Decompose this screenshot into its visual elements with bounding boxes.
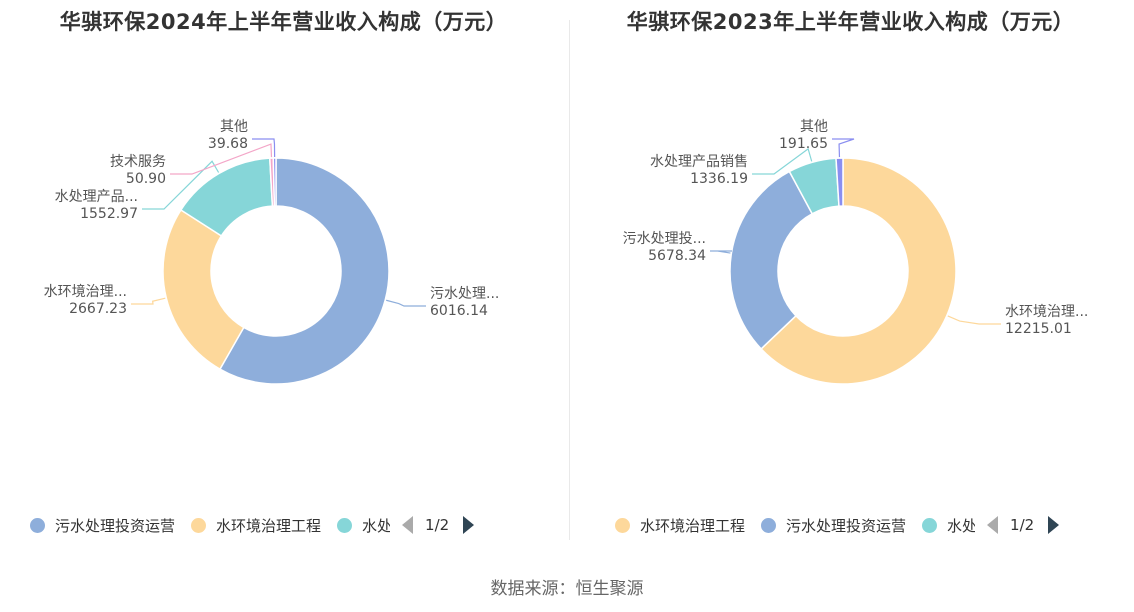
legend-label: 水环境治理工程: [640, 516, 746, 535]
legend-marker: [30, 517, 45, 533]
leader-line: [252, 138, 276, 158]
legend-label: 污水处理投资运营: [55, 516, 176, 535]
legend-marker: [922, 517, 938, 533]
legend-page-indicator: 1/2: [1010, 516, 1035, 534]
legend-pager: 1/2: [987, 516, 1060, 534]
slice-name-label: 其他: [800, 119, 828, 135]
next-page-arrow-icon[interactable]: [463, 516, 475, 534]
prev-page-arrow-icon[interactable]: [987, 516, 999, 534]
leader-line: [752, 147, 813, 175]
legend-label: 水处: [362, 516, 391, 535]
leader-line: [710, 250, 733, 254]
leader-line: [947, 315, 1001, 325]
slice-name-label: 水处理产品...: [55, 189, 138, 205]
slice-value-label: 12215.01: [1005, 321, 1072, 337]
donut-slice[interactable]: [760, 157, 957, 385]
slice-name-label: 水处理产品销售: [650, 154, 748, 170]
slice-name-label: 水环境治理...: [1005, 304, 1088, 320]
leader-line: [142, 160, 220, 210]
leader-line: [131, 297, 166, 305]
slice-value-label: 50.90: [126, 171, 166, 187]
legend-marker: [761, 517, 777, 533]
legend: 污水处理投资运营 水环境治理工程 水处 1/2: [30, 512, 475, 538]
chart-panel-2024: 华骐环保2024年上半年营业收入构成（万元） 污水处理... 6016.14 水环境…: [0, 0, 567, 560]
legend-marker: [191, 517, 207, 533]
legend-item[interactable]: 水处: [922, 515, 975, 536]
leader-line: [170, 143, 273, 175]
slice-value-label: 5678.34: [648, 248, 706, 264]
donut-slice[interactable]: [729, 170, 814, 350]
slice-name-label: 污水处理...: [430, 286, 499, 302]
legend-item[interactable]: 污水处理投资运营: [30, 515, 175, 536]
legend-item[interactable]: 水环境治理工程: [615, 515, 745, 536]
slice-value-label: 1552.97: [80, 206, 138, 222]
legend-label: 水处: [947, 516, 976, 535]
slice-value-label: 1336.19: [690, 171, 748, 187]
prev-page-arrow-icon[interactable]: [402, 516, 414, 534]
slice-name-label: 污水处理投...: [623, 231, 706, 247]
slice-value-label: 39.68: [208, 136, 248, 152]
legend-item[interactable]: 水环境治理工程: [191, 515, 321, 536]
legend-item[interactable]: 水处: [337, 515, 390, 536]
donut-slice[interactable]: [272, 157, 277, 207]
legend-marker: [337, 517, 353, 533]
leader-line: [832, 138, 855, 158]
donut-slice[interactable]: [835, 157, 844, 207]
slice-name-label: 其他: [220, 119, 248, 135]
legend-label: 水环境治理工程: [216, 516, 322, 535]
legend-item[interactable]: 污水处理投资运营: [761, 515, 906, 536]
donut-chart-2024: 污水处理...6016.14 水环境治理...2667.23 水处理产品...155…: [44, 119, 499, 385]
chart-panel-2023: 华骐环保2023年上半年营业收入构成（万元） 水环境治理... 12215.01 污…: [567, 0, 1134, 560]
chart-title: 华骐环保2024年上半年营业收入构成（万元）: [59, 10, 508, 34]
chart-title: 华骐环保2023年上半年营业收入构成（万元）: [626, 10, 1075, 34]
next-page-arrow-icon[interactable]: [1048, 516, 1060, 534]
slice-value-label: 6016.14: [430, 303, 488, 319]
slice-name-label: 水环境治理...: [44, 284, 127, 300]
legend: 水环境治理工程 污水处理投资运营 水处 1/2: [615, 512, 1060, 538]
donut-slice[interactable]: [162, 208, 245, 371]
legend-label: 污水处理投资运营: [786, 516, 907, 535]
leader-line: [386, 299, 426, 307]
legend-page-indicator: 1/2: [425, 516, 450, 534]
legend-marker: [615, 517, 630, 533]
panel-divider: [569, 20, 570, 540]
legend-pager: 1/2: [402, 516, 475, 534]
donut-chart-2023: 水环境治理...12215.01 污水处理投...5678.34 水处理产品销售13…: [623, 119, 1088, 385]
donut-slice[interactable]: [218, 157, 390, 385]
slice-value-label: 2667.23: [69, 301, 127, 317]
slice-name-label: 技术服务: [110, 154, 166, 170]
data-source-note: 数据来源：恒生聚源: [490, 579, 644, 599]
slice-value-label: 191.65: [779, 136, 828, 152]
